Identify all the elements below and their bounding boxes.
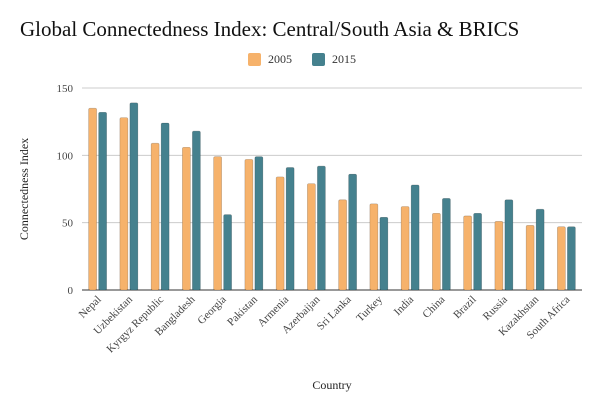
bar-2015-nepal [98, 111, 107, 291]
bar-2015-armenia [285, 167, 295, 291]
x-tick-label-china: China [420, 294, 447, 321]
y-axis-title: Connectedness Index [17, 138, 31, 240]
legend-label-2005: 2005 [268, 52, 292, 66]
legend-label-2015: 2015 [332, 52, 356, 66]
bar-2015-georgia [223, 214, 232, 291]
bar-2005-south-africa [557, 226, 566, 291]
bar-2005-sri-lanka [338, 199, 347, 291]
x-tick-label-georgia: Georgia [195, 294, 228, 327]
legend-swatch-2015 [312, 53, 325, 66]
bar-2015-brazil [473, 212, 482, 291]
bar-2005-kazakhstan [525, 225, 535, 291]
bar-2015-russia [504, 199, 514, 291]
bar-2015-kazakhstan [535, 208, 545, 291]
y-tick-label-150: 150 [57, 83, 74, 95]
bar-2005-georgia [213, 156, 222, 291]
bar-2005-brazil [463, 215, 472, 291]
legend: 2005 2015 [0, 52, 604, 67]
bar-2015-kyrgyz-republic [160, 122, 170, 291]
legend-swatch-2005 [248, 53, 261, 66]
bar-2005-bangladesh [182, 146, 191, 291]
bar-2015-bangladesh [192, 130, 201, 291]
y-tick-label-100: 100 [57, 150, 74, 162]
bar-2005-uzbekistan [119, 117, 129, 291]
bar-2015-turkey [379, 216, 389, 291]
x-tick-label-nepal: Nepal [77, 294, 104, 321]
bar-2015-india [410, 184, 420, 291]
bar-2005-armenia [275, 176, 285, 291]
bar-2015-uzbekistan [129, 102, 139, 291]
y-tick-label-50: 50 [62, 218, 74, 230]
bar-2005-turkey [369, 203, 379, 291]
bar-2015-china [442, 198, 451, 291]
x-tick-label-turkey: Turkey [354, 293, 385, 324]
bar-2005-pakistan [244, 159, 254, 291]
x-tick-label-india: India [392, 294, 417, 319]
x-tick-label-brazil: Brazil [451, 294, 478, 321]
legend-item-2015: 2015 [312, 52, 356, 67]
x-tick-label-russia: Russia [481, 294, 510, 323]
bar-2005-azerbaijan [307, 183, 316, 291]
x-axis-title: Country [312, 378, 351, 392]
y-tick-label-0: 0 [68, 285, 74, 297]
x-tick-label-sri-lanka: Sri Lanka [315, 294, 354, 333]
bar-2005-india [400, 206, 410, 291]
x-tick-label-pakistan: Pakistan [225, 293, 260, 328]
bar-2005-russia [494, 221, 504, 291]
bar-2015-sri-lanka [348, 173, 357, 291]
bar-2015-south-africa [567, 226, 576, 291]
legend-item-2005: 2005 [248, 52, 292, 67]
bar-2005-kyrgyz-republic [150, 142, 160, 291]
bar-2005-nepal [88, 107, 97, 291]
bar-2015-azerbaijan [317, 165, 326, 291]
chart-title: Global Connectedness Index: Central/Sout… [20, 17, 520, 41]
bar-2005-china [432, 212, 441, 291]
bar-2015-pakistan [254, 156, 264, 291]
